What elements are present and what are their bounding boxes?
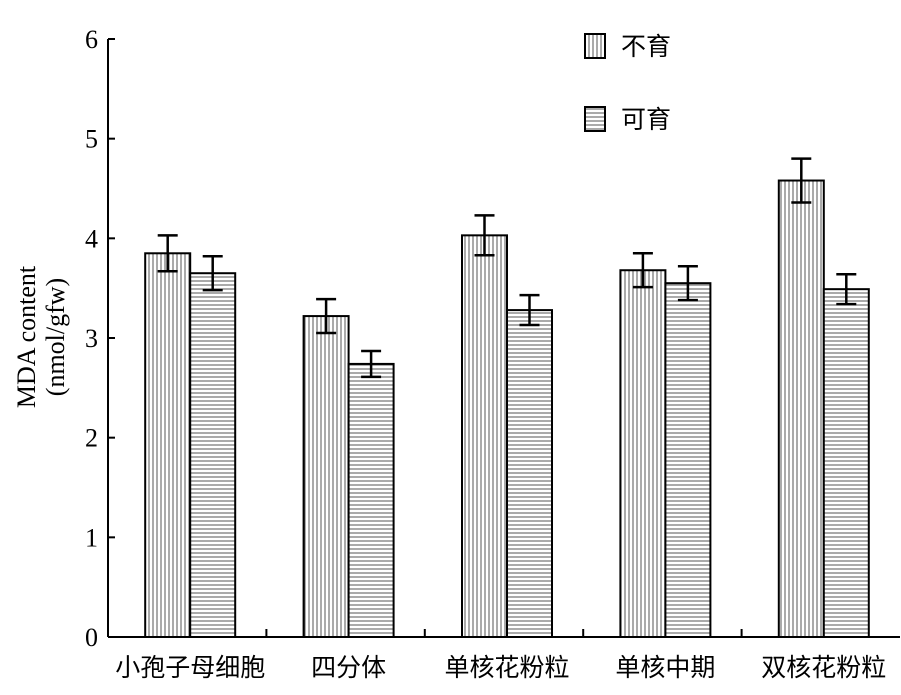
y-axis-title-line2: (nmol/gfw) xyxy=(41,278,70,396)
bar-sterile xyxy=(777,179,825,638)
bar-sterile xyxy=(461,234,508,639)
y-axis-title: MDA content (nmol/gfw) xyxy=(12,265,70,408)
bar-fertile xyxy=(664,282,712,638)
legend-label-fertile: 可育 xyxy=(621,105,671,134)
y-tick-label: 3 xyxy=(85,324,98,353)
legend-swatch-fertile xyxy=(584,106,606,132)
y-tick-label: 4 xyxy=(85,224,98,253)
bar-fertile xyxy=(822,288,870,638)
y-tick-label: 2 xyxy=(85,424,98,453)
axis-labels: 0 1 2 3 4 5 6 小孢子母细胞 四分体 单核花粉粒 单核中期 双核花粉粒 xyxy=(85,25,886,682)
y-tick-label: 0 xyxy=(85,623,98,652)
x-category-label: 四分体 xyxy=(311,653,386,682)
y-tick-label: 1 xyxy=(85,523,98,552)
legend-swatch-sterile xyxy=(584,33,606,59)
x-category-label: 小孢子母细胞 xyxy=(115,653,265,682)
bar-sterile xyxy=(144,252,192,639)
bar-sterile xyxy=(302,315,350,638)
y-tick-label: 5 xyxy=(85,125,98,154)
bar-fertile xyxy=(506,309,553,638)
y-tick-label: 6 xyxy=(85,25,98,54)
legend-label-sterile: 不育 xyxy=(621,32,671,61)
x-category-label: 单核中期 xyxy=(615,653,715,682)
bars xyxy=(144,157,870,639)
x-category-label: 双核花粉粒 xyxy=(761,653,886,682)
bar-sterile xyxy=(619,269,667,638)
bar-fertile xyxy=(189,272,237,638)
bar-fertile xyxy=(347,362,395,638)
x-category-label: 单核花粉粒 xyxy=(444,653,569,682)
y-axis-title-line1: MDA content xyxy=(12,265,41,408)
